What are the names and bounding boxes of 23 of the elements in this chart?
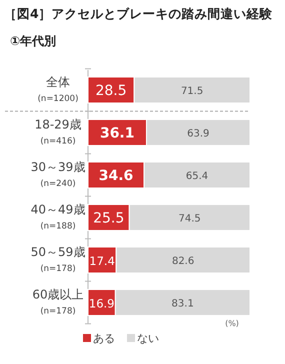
data-label: 74.5 [178, 214, 201, 224]
legend-label: ない [137, 332, 159, 345]
data-label: 82.6 [172, 256, 194, 267]
chart-subtitle: ①年代別 [10, 34, 56, 48]
y-tick-label: 60歳以上 (n=178) [32, 288, 84, 316]
data-label: 36.1 [100, 126, 135, 142]
data-label: 65.4 [186, 171, 208, 182]
chart-title: ［図4］アクセルとブレーキの踏み間違い経験 [4, 6, 274, 21]
y-tick-label: 18-29歳 (n=416) [34, 118, 82, 146]
y-tick-label: 40～49歳 (n=188) [30, 202, 86, 232]
y-tick-label: 全体 (n=1200) [38, 75, 78, 104]
data-label: 63.9 [187, 128, 210, 140]
data-label: 71.5 [180, 86, 204, 97]
data-label: 17.4 [89, 254, 115, 268]
data-label: 34.6 [98, 168, 134, 184]
data-label: 28.5 [96, 83, 127, 99]
annotation: (%) [225, 318, 239, 328]
data-label: 25.5 [93, 210, 124, 226]
data-label: 83.1 [172, 298, 194, 310]
legend-label: ある [93, 332, 115, 345]
y-tick-label: 30～39歳 (n=240) [30, 160, 86, 189]
data-label: 16.9 [88, 296, 114, 310]
y-tick-label: 50～59歳 (n=178) [30, 245, 86, 274]
